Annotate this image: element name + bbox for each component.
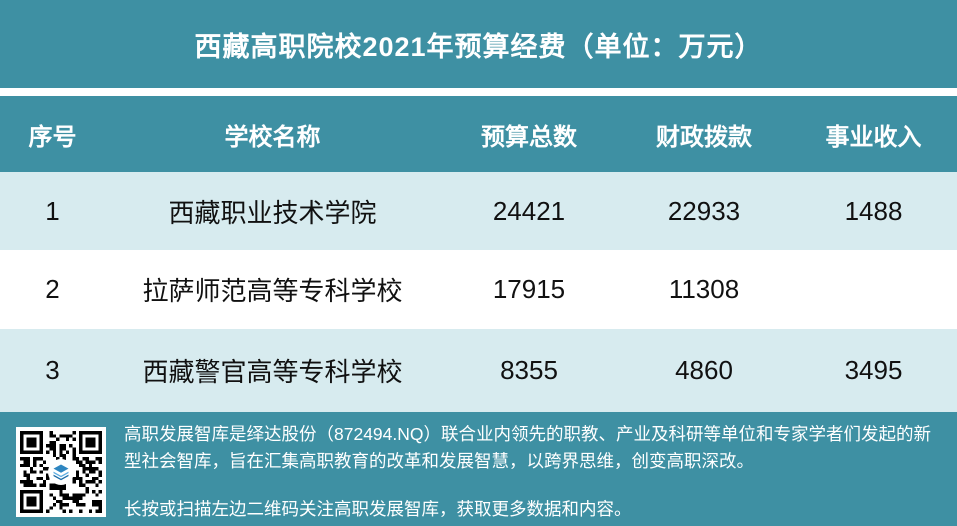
page-title: 西藏高职院校2021年预算经费（单位：万元） — [194, 31, 763, 62]
column-header-budget: 预算总数 — [481, 123, 577, 151]
cell-school: 西藏警官高等专科学校 — [142, 357, 403, 387]
cell-budget: 17915 — [492, 274, 566, 304]
cell-index: 1 — [45, 195, 60, 226]
budget-table: 序号 学校名称 预算总数 财政拨款 事业收入 1 西藏职业技术学院 24421 … — [0, 96, 957, 412]
footer-text-block: 高职发展智库是绎达股份（872494.NQ）联合业内领先的职教、产业及科研等单位… — [124, 421, 939, 523]
table-row: 2 拉萨师范高等专科学校 17915 11308 — [0, 250, 957, 329]
cell-school: 西藏职业技术学院 — [168, 197, 377, 228]
cell-budget: 24421 — [492, 195, 566, 226]
column-header-fiscal: 财政拨款 — [656, 123, 752, 151]
table-row: 1 西藏职业技术学院 24421 22933 1488 — [0, 172, 957, 250]
cell-index: 2 — [45, 274, 60, 304]
cell-fiscal: 11308 — [668, 274, 740, 304]
table-row: 3 西藏警官高等专科学校 8355 4860 3495 — [0, 329, 957, 412]
column-header-school: 学校名称 — [224, 123, 321, 151]
layers-logo-icon — [53, 464, 69, 481]
column-header-income: 事业收入 — [825, 123, 922, 151]
qr-center-logo — [48, 459, 74, 485]
divider — [0, 88, 957, 96]
cell-school: 拉萨师范高等专科学校 — [142, 276, 403, 306]
cell-index: 3 — [45, 355, 60, 385]
cell-fiscal: 22933 — [667, 195, 741, 226]
cell-income: 1488 — [844, 195, 903, 226]
footer-banner: 高职发展智库是绎达股份（872494.NQ）联合业内领先的职教、产业及科研等单位… — [0, 412, 957, 526]
cell-budget: 8355 — [500, 355, 558, 385]
footer-cta-text: 长按或扫描左边二维码关注高职发展智库，获取更多数据和内容。 — [124, 499, 632, 520]
cell-fiscal: 4860 — [675, 355, 733, 385]
cell-income: 3495 — [844, 355, 903, 385]
title-bar: 西藏高职院校2021年预算经费（单位：万元） — [0, 0, 957, 88]
qr-code-icon — [16, 427, 106, 517]
footer-about-text: 高职发展智库是绎达股份（872494.NQ）联合业内领先的职教、产业及科研等单位… — [124, 424, 932, 472]
table-header-row: 序号 学校名称 预算总数 财政拨款 事业收入 — [0, 96, 957, 172]
column-header-index: 序号 — [28, 123, 77, 151]
